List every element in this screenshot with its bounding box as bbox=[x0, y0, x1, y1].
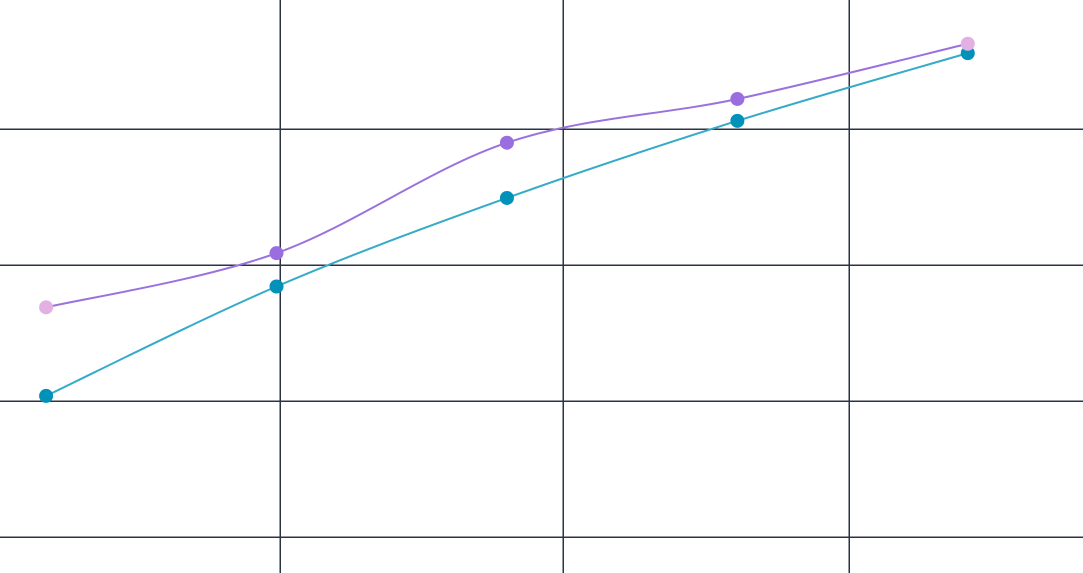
series-1-line bbox=[45, 42, 969, 309]
series-0-point-0[interactable] bbox=[39, 388, 54, 403]
series-1-point-2[interactable] bbox=[499, 135, 514, 150]
series-1-point-4[interactable] bbox=[960, 36, 975, 51]
series-1-point-1[interactable] bbox=[269, 246, 284, 261]
series-points bbox=[39, 36, 975, 403]
series-0-point-2[interactable] bbox=[499, 190, 514, 205]
series-1-point-0[interactable] bbox=[39, 300, 54, 315]
series-lines bbox=[45, 42, 969, 397]
series-0-line bbox=[45, 52, 969, 397]
series-0-point-3[interactable] bbox=[730, 113, 745, 128]
series-1-point-3[interactable] bbox=[730, 91, 745, 106]
series-0-point-1[interactable] bbox=[269, 279, 284, 294]
